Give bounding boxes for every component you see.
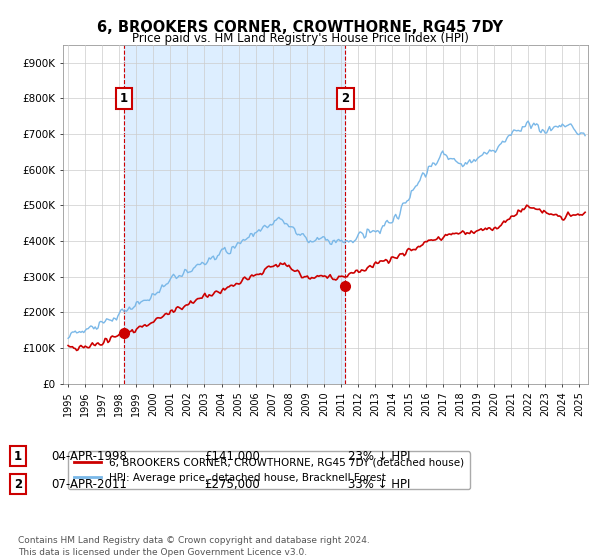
Text: 1: 1 xyxy=(14,450,22,463)
Bar xyxy=(124,45,346,384)
Text: 6, BROOKERS CORNER, CROWTHORNE, RG45 7DY: 6, BROOKERS CORNER, CROWTHORNE, RG45 7DY xyxy=(97,20,503,35)
Text: 23% ↓ HPI: 23% ↓ HPI xyxy=(348,450,410,463)
Text: £141,000: £141,000 xyxy=(204,450,260,463)
Text: £275,000: £275,000 xyxy=(204,478,260,491)
Text: Contains HM Land Registry data © Crown copyright and database right 2024.
This d: Contains HM Land Registry data © Crown c… xyxy=(18,536,370,557)
Text: 07-APR-2011: 07-APR-2011 xyxy=(51,478,127,491)
Text: 04-APR-1998: 04-APR-1998 xyxy=(51,450,127,463)
Text: Price paid vs. HM Land Registry's House Price Index (HPI): Price paid vs. HM Land Registry's House … xyxy=(131,32,469,45)
Text: 2: 2 xyxy=(14,478,22,491)
Text: 33% ↓ HPI: 33% ↓ HPI xyxy=(348,478,410,491)
Legend: 6, BROOKERS CORNER, CROWTHORNE, RG45 7DY (detached house), HPI: Average price, d: 6, BROOKERS CORNER, CROWTHORNE, RG45 7DY… xyxy=(68,451,470,489)
Text: 1: 1 xyxy=(120,92,128,105)
Text: 2: 2 xyxy=(341,92,350,105)
